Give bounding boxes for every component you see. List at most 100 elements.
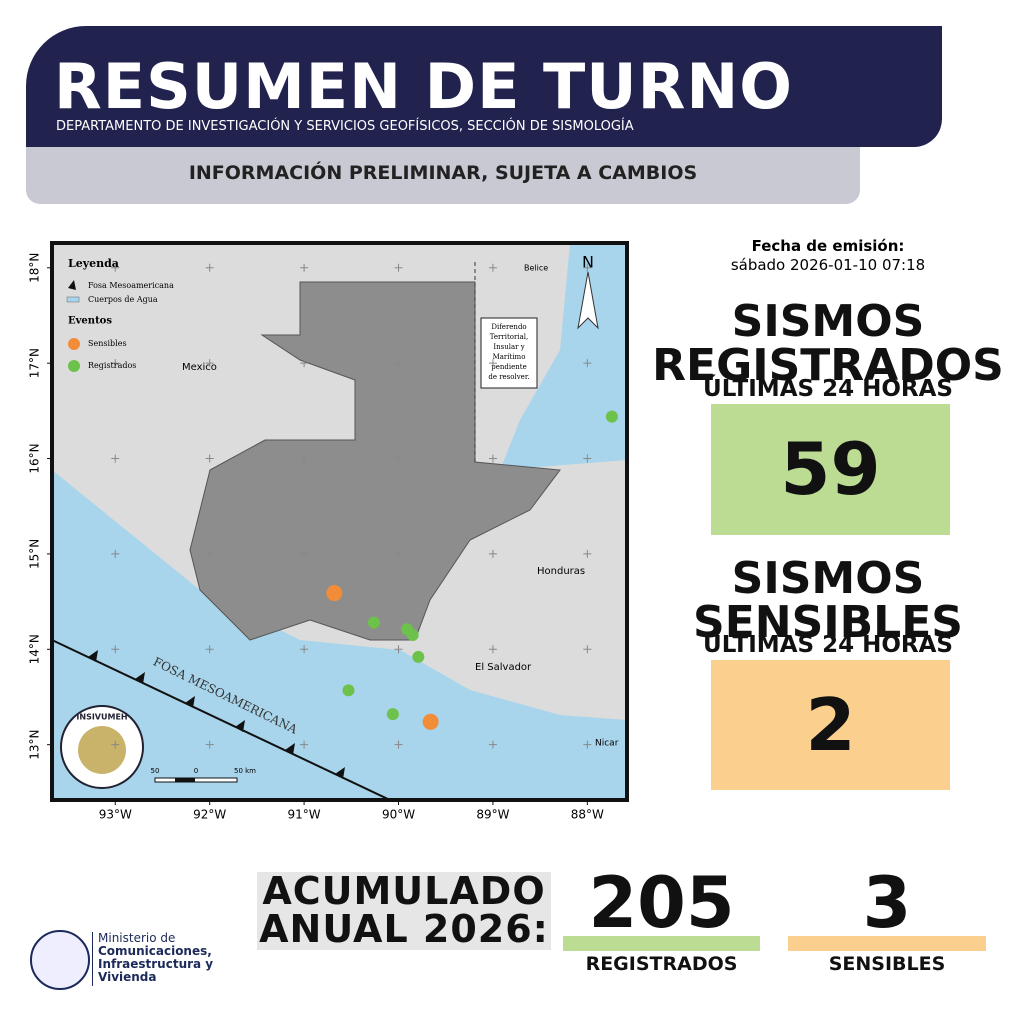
- dispute-note: Diferendo Territorial, Insular y Marítimo pe…: [488, 323, 529, 381]
- registered-bar: [563, 936, 760, 951]
- government-seal: [30, 930, 90, 990]
- scale-label: 50: [151, 767, 160, 775]
- grid-cross: [205, 549, 214, 558]
- scale-label: 0: [194, 767, 198, 775]
- dispute-line: Insular y: [493, 343, 524, 351]
- legend-subtitle: Eventos: [68, 316, 112, 327]
- insivumeh-emblem: [78, 726, 126, 774]
- legend-title: Leyenda: [68, 257, 119, 270]
- y-tick-label: 16°N: [28, 443, 42, 473]
- grid-cross: [205, 454, 214, 463]
- grid-cross: [583, 263, 592, 272]
- registered-title: SISMOS REGISTRADOS: [640, 300, 1016, 388]
- grid-cross: [394, 263, 403, 272]
- legend-item: Cuerpos de Agua: [88, 295, 158, 304]
- grid-cross: [205, 263, 214, 272]
- grid-cross: [300, 454, 309, 463]
- grid-cross: [488, 454, 497, 463]
- grid-cross: [488, 645, 497, 654]
- grid-cross: [300, 549, 309, 558]
- y-tick-label: 18°N: [28, 253, 42, 283]
- scale-label: 50 km: [234, 767, 256, 775]
- x-tick-label: 89°W: [476, 808, 509, 822]
- title-line: ANUAL 2026:: [259, 907, 549, 951]
- subtitle: DEPARTAMENTO DE INVESTIGACIÓN Y SERVICIO…: [56, 119, 634, 134]
- grid-cross: [394, 645, 403, 654]
- issue-label: Fecha de emisión:: [751, 237, 905, 255]
- place-label: Nicar: [595, 739, 619, 749]
- grid-cross: [300, 645, 309, 654]
- legend-marker: [68, 338, 80, 350]
- y-tick-label: 17°N: [28, 348, 42, 378]
- grid-cross: [583, 549, 592, 558]
- ministry-divider: [92, 932, 93, 986]
- title-line: SISMOS: [731, 553, 925, 604]
- grid-cross: [583, 645, 592, 654]
- north-label: N: [582, 253, 594, 272]
- event: [342, 684, 355, 697]
- annual-registered: 205: [588, 862, 735, 944]
- grid-cross: [394, 549, 403, 558]
- place-label: Honduras: [537, 566, 585, 577]
- event: [605, 410, 618, 423]
- grid-cross: [205, 359, 214, 368]
- grid-cross: [583, 740, 592, 749]
- dispute-line: pendiente: [491, 363, 526, 371]
- event: [326, 585, 343, 602]
- grid-cross: [111, 359, 120, 368]
- legend-item: Fosa Mesoamericana: [88, 281, 174, 290]
- grid-cross: [205, 645, 214, 654]
- place-label: Belice: [524, 264, 548, 273]
- y-tick-label: 13°N: [28, 730, 42, 760]
- event: [386, 708, 399, 721]
- title-line: SENSIBLES: [693, 597, 963, 648]
- map-frame: [50, 241, 629, 802]
- felt-title: SISMOS SENSIBLES: [640, 557, 1016, 645]
- registered-count: 59: [711, 404, 950, 535]
- issue-date: sábado 2026-01-10 07:18: [730, 256, 926, 274]
- annual-felt-label: SENSIBLES: [828, 953, 946, 975]
- grid-cross: [300, 740, 309, 749]
- event: [406, 628, 419, 641]
- dispute-line: Territorial,: [490, 333, 528, 341]
- north-arrow: [577, 271, 599, 330]
- dispute-line: Diferendo: [491, 323, 526, 331]
- dispute-box: [480, 317, 538, 389]
- header-band: [26, 147, 860, 204]
- map: Leyenda Fosa Mesoamericana Cuerpos de Ag…: [28, 241, 629, 822]
- registered-period: ÚLTIMAS 24 HORAS: [703, 376, 953, 402]
- annual-title: ACUMULADO ANUAL 2026:: [257, 872, 551, 950]
- grid-cross: [583, 359, 592, 368]
- pacific: [52, 470, 627, 800]
- ministry-line: Comunicaciones,: [98, 944, 212, 958]
- y-tick-label: 14°N: [28, 634, 42, 664]
- annual-felt: 3: [862, 862, 912, 944]
- grid-cross: [394, 359, 403, 368]
- grid-cross: [488, 740, 497, 749]
- caribbean: [500, 243, 627, 470]
- x-tick-label: 92°W: [193, 808, 226, 822]
- x-tick-label: 93°W: [99, 808, 132, 822]
- legend-water-icon: [66, 296, 80, 303]
- grid-cross: [111, 454, 120, 463]
- dispute-line: Marítimo: [493, 353, 526, 361]
- notice: INFORMACIÓN PRELIMINAR, SUJETA A CAMBIOS: [188, 162, 698, 184]
- place-label: Mexico: [182, 362, 217, 373]
- event: [422, 713, 439, 730]
- ministry-line: Ministerio de: [98, 931, 176, 945]
- header: [26, 26, 942, 147]
- title-line: REGISTRADOS: [652, 340, 1004, 391]
- y-tick-label: 15°N: [28, 539, 42, 569]
- grid-cross: [394, 740, 403, 749]
- grid-cross: [205, 740, 214, 749]
- event: [367, 616, 380, 629]
- place-label: El Salvador: [475, 662, 532, 673]
- scale-bar-segment: [175, 778, 195, 782]
- legend-trench-icon: [68, 280, 76, 290]
- grid-cross: [583, 454, 592, 463]
- legend-item: Registrados: [88, 361, 136, 370]
- legend-item: Sensibles: [88, 339, 127, 348]
- grid-cross: [488, 359, 497, 368]
- grid-cross: [111, 645, 120, 654]
